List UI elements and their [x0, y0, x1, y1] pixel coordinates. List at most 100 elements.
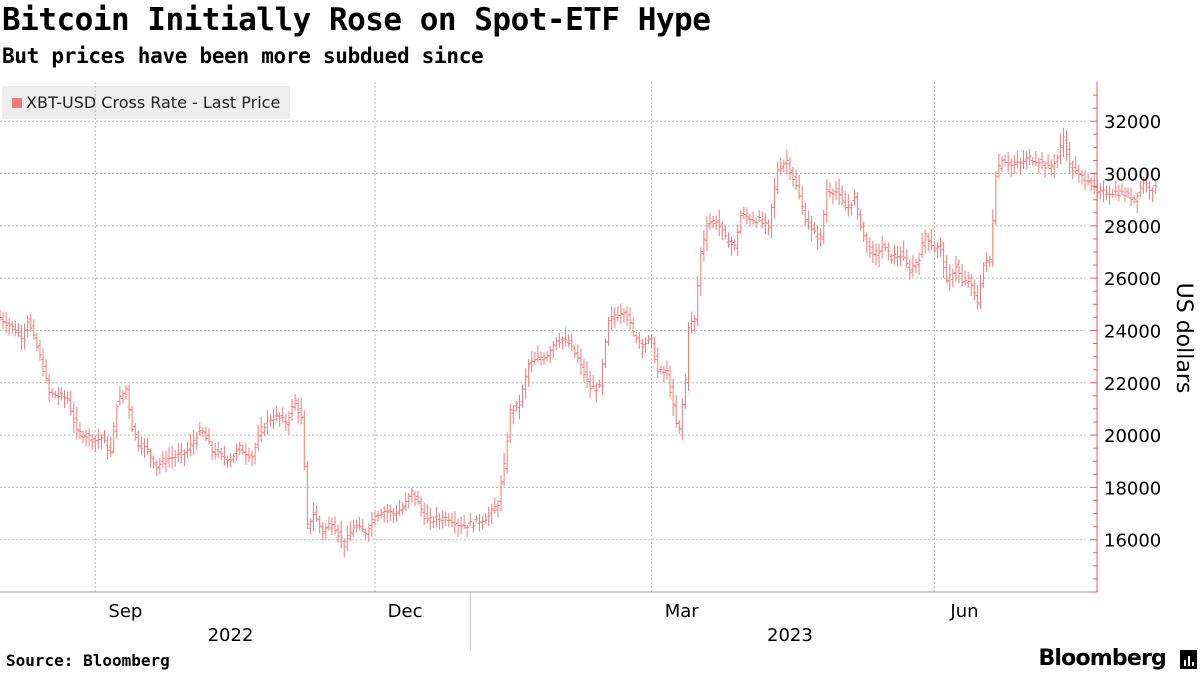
price-bar [1107, 185, 1112, 205]
x-tick-label: Mar [665, 601, 700, 622]
price-bar [394, 505, 399, 522]
price-bar [440, 510, 445, 529]
price-bar [615, 306, 620, 322]
price-bar [462, 514, 467, 530]
price-bar [197, 421, 202, 436]
price-bar [720, 220, 725, 241]
price-bar [210, 441, 215, 461]
price-bar [1003, 154, 1008, 166]
price-bar [714, 215, 719, 230]
price-bar [1064, 130, 1069, 161]
price-bar [621, 308, 626, 323]
price-bar [569, 333, 574, 351]
price-bar [1058, 134, 1063, 165]
legend-swatch [12, 97, 22, 108]
price-bar [320, 522, 325, 541]
price-bar [910, 254, 915, 277]
price-bar [760, 211, 765, 229]
price-bar [889, 253, 894, 264]
price-bar [735, 224, 740, 256]
price-bar [477, 514, 482, 532]
price-bar [37, 339, 42, 361]
price-bar [554, 337, 559, 350]
price-bar [289, 399, 294, 421]
price-bar [538, 351, 543, 366]
price-bar [237, 441, 242, 456]
price-bar [511, 405, 516, 425]
price-bar [305, 460, 310, 529]
price-bar [772, 177, 777, 219]
y-tick-label: 24000 [1104, 321, 1161, 342]
price-bar [674, 394, 679, 428]
price-bar [443, 511, 448, 526]
price-bar [142, 438, 147, 458]
price-bar [243, 443, 248, 465]
price-bar [360, 518, 365, 533]
price-bar [406, 492, 411, 509]
price-bar [90, 434, 95, 450]
price-bar [683, 374, 688, 409]
price-bar [222, 445, 227, 466]
grid-layer [0, 82, 1095, 650]
price-bar [947, 264, 952, 291]
price-bar [385, 503, 390, 523]
price-bar [837, 178, 842, 205]
price-bar [250, 450, 255, 467]
price-bar [766, 219, 771, 235]
price-bar [960, 263, 965, 286]
price-bar [938, 236, 943, 258]
price-bar [855, 191, 860, 220]
price-bar [372, 510, 377, 526]
price-bar [108, 436, 113, 458]
price-bar [791, 166, 796, 187]
price-bar [474, 515, 479, 523]
price-bar [886, 242, 891, 261]
price-bar [416, 490, 421, 505]
price-bar [13, 320, 18, 337]
price-bar [271, 408, 276, 430]
y-tick-label: 32000 [1104, 112, 1161, 133]
price-bar [151, 455, 156, 469]
price-bar [19, 324, 24, 351]
price-bar [861, 221, 866, 242]
price-bar [302, 410, 307, 471]
price-bar [840, 185, 845, 206]
price-bar [71, 401, 76, 434]
price-bar [219, 447, 224, 460]
y-tick-label: 30000 [1104, 165, 1161, 186]
price-bar [692, 314, 697, 332]
price-bar [557, 332, 562, 348]
price-bar [179, 442, 184, 464]
price-bar [941, 242, 946, 279]
price-bar [120, 390, 125, 404]
price-bar [492, 497, 497, 514]
price-bar [594, 382, 599, 403]
price-bar [379, 508, 384, 519]
price-bar [984, 252, 989, 273]
y-tick-label: 16000 [1104, 531, 1161, 552]
price-bar [575, 344, 580, 363]
source-note: Source: Bloomberg [6, 651, 170, 670]
price-bar [809, 215, 814, 241]
price-bar [526, 358, 531, 388]
price-bar [452, 511, 457, 534]
price-bar [505, 432, 510, 474]
price-bar [1015, 150, 1020, 168]
price-bar [431, 516, 436, 529]
price-bar [873, 243, 878, 265]
price-bar [499, 475, 504, 512]
price-bar [800, 186, 805, 215]
price-bar [351, 519, 356, 538]
price-bar [10, 320, 15, 334]
price-bar [1086, 172, 1091, 186]
price-bar [827, 182, 832, 199]
price-bar [366, 523, 371, 542]
price-bar [913, 259, 918, 274]
price-bar [323, 523, 328, 540]
price-bar [932, 240, 937, 254]
price-bar [96, 428, 101, 449]
price-bar [581, 358, 586, 383]
price-bar [41, 348, 46, 377]
price-bar [969, 273, 974, 297]
price-bar [293, 394, 298, 411]
